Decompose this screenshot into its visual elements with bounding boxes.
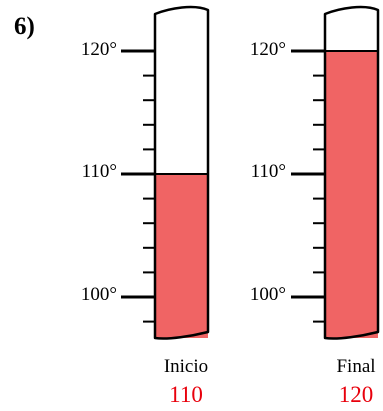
thermometer-label: Inicio: [164, 356, 208, 377]
thermometer-value: 110: [169, 382, 203, 407]
tick-marks: [121, 49, 155, 323]
tick-label-100: 100°: [250, 284, 286, 305]
thermometer-final: 120° 110° 100° Final 120: [250, 5, 380, 407]
mercury-fill: [155, 174, 208, 338]
tick-label-120: 120°: [250, 39, 286, 60]
tick-label-110: 110°: [82, 161, 117, 182]
tick-label-100: 100°: [81, 284, 117, 305]
problem-number: 6): [14, 13, 35, 40]
thermometer-value: 120: [339, 382, 374, 407]
tick-label-120: 120°: [81, 39, 117, 60]
mercury-fill: [325, 51, 378, 338]
thermometer-tube: [323, 5, 380, 340]
tick-label-110: 110°: [251, 161, 286, 182]
thermometer-inicio: 120° 110° 100° Inicio 110: [81, 5, 210, 407]
tick-marks: [291, 49, 325, 323]
thermometer-tube: [153, 5, 210, 340]
thermometer-label: Final: [336, 356, 375, 377]
